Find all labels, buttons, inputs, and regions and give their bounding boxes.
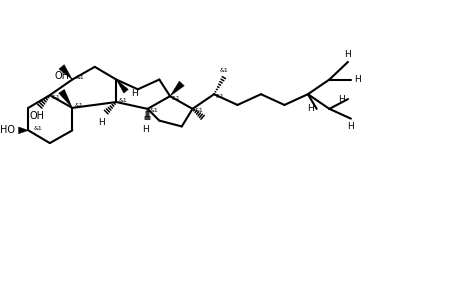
Polygon shape (59, 89, 72, 108)
Polygon shape (170, 81, 184, 96)
Text: OH: OH (54, 71, 69, 81)
Polygon shape (59, 65, 72, 79)
Text: &1: &1 (172, 96, 181, 100)
Polygon shape (19, 127, 29, 134)
Text: H: H (307, 104, 314, 113)
Text: &1: &1 (149, 108, 159, 113)
Text: &1: &1 (216, 94, 225, 99)
Text: H: H (98, 118, 105, 127)
Text: &1: &1 (219, 68, 228, 73)
Text: H: H (345, 50, 351, 59)
Text: &1: &1 (52, 95, 60, 100)
Text: &1: &1 (195, 108, 203, 113)
Text: &1: &1 (74, 103, 83, 108)
Text: HO: HO (0, 125, 15, 135)
Polygon shape (116, 79, 129, 93)
Text: &1: &1 (118, 98, 127, 103)
Text: &1: &1 (33, 126, 42, 131)
Text: H: H (354, 75, 360, 84)
Text: OH: OH (30, 111, 45, 121)
Text: &1: &1 (75, 75, 84, 80)
Text: H: H (131, 89, 138, 98)
Text: H: H (338, 95, 345, 104)
Text: H: H (347, 122, 354, 131)
Text: H: H (142, 125, 149, 134)
